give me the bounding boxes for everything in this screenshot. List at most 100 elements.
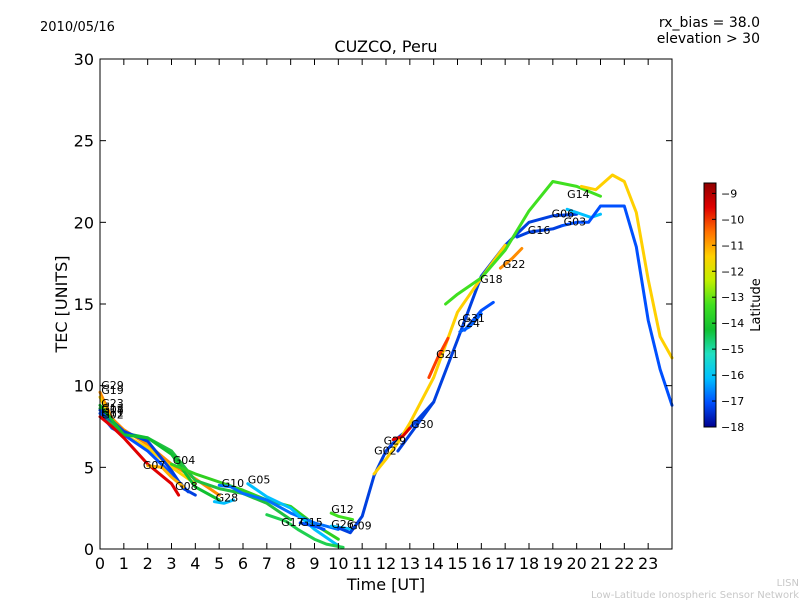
satellite-label: G06 <box>552 207 575 220</box>
series-g02-17 <box>372 243 507 476</box>
satellite-label: G12 <box>331 503 354 516</box>
series-g22-24 <box>498 247 524 270</box>
colorbar-tick-label: −15 <box>721 343 744 356</box>
satellite-label: G02 <box>374 444 397 457</box>
x-tick-label: 12 <box>376 554 396 573</box>
satellite-label: G15 <box>300 516 323 529</box>
footer-org-short: LISN <box>777 578 799 589</box>
x-tick-label: 15 <box>447 554 467 573</box>
x-tick-label: 10 <box>328 554 348 573</box>
satellite-label: G08 <box>175 480 198 493</box>
series-g12-14 <box>329 511 355 522</box>
series-g21-20 <box>427 336 450 379</box>
x-tick-label: 2 <box>143 554 153 573</box>
y-axis-label: TEC [UNITS] <box>52 256 71 354</box>
x-tick-label: 22 <box>614 554 634 573</box>
rx-bias-label: rx_bias = 38.0 <box>659 15 760 31</box>
y-tick-label: 25 <box>74 132 94 151</box>
satellite-label: G02 <box>101 408 124 421</box>
satellite-label: G22 <box>503 258 526 271</box>
satellite-label: G11 <box>101 407 124 420</box>
series-g09-16 <box>336 212 579 535</box>
satellite-label: G08 <box>101 403 124 416</box>
x-tick-label: 18 <box>519 554 539 573</box>
x-tick-label: 23 <box>638 554 658 573</box>
satellite-label: G14 <box>567 188 590 201</box>
satellite-label: G16 <box>528 224 551 237</box>
satellite-label: G23 <box>101 397 124 410</box>
satellite-label: G31 <box>462 312 485 325</box>
series-g11-5 <box>98 403 221 502</box>
y-tick-label: 5 <box>84 458 94 477</box>
satellite-label: G05 <box>248 474 271 487</box>
satellite-label: G21 <box>436 348 459 361</box>
satellite-label: G10 <box>222 477 245 490</box>
x-tick-label: 5 <box>214 554 224 573</box>
date-label: 2010/05/16 <box>40 20 115 35</box>
x-tick-label: 6 <box>238 554 248 573</box>
series-g29-18 <box>391 426 412 442</box>
satellite-label: G17 <box>281 516 304 529</box>
elevation-label: elevation > 30 <box>657 31 760 47</box>
colorbar-tick-label: −16 <box>721 369 744 382</box>
x-tick-label: 4 <box>190 554 200 573</box>
colorbar-ticks: −9 −10 −11 −12 −13 −14 −15 −16 −17 −18 <box>712 187 744 434</box>
x-tick-label: 0 <box>95 554 105 573</box>
x-tick-label: 13 <box>400 554 420 573</box>
satellite-label: G04 <box>173 454 196 467</box>
y-tick-label: 0 <box>84 540 94 559</box>
x-axis-ticks: 0 1 2 3 4 5 6 7 8 9 10 11 12 13 14 15 16 17 18 19 20 21 22 23 <box>95 59 658 573</box>
y-axis-ticks: 0 5 10 15 20 25 30 <box>74 50 672 559</box>
series-g18-23 <box>444 180 602 306</box>
satellite-label: G29 <box>101 379 124 392</box>
series-g02-6 <box>98 415 181 497</box>
colorbar-tick-label: −10 <box>721 213 744 226</box>
x-tick-label: 19 <box>543 554 563 573</box>
series-g15-13 <box>298 521 326 531</box>
series-g28-9 <box>212 498 235 505</box>
x-tick-label: 14 <box>423 554 443 573</box>
x-tick-label: 16 <box>471 554 491 573</box>
chart-title: CUZCO, Peru <box>334 37 437 56</box>
satellite-label: G26 <box>331 518 354 531</box>
footer-org-full: Low-Latitude Ionospheric Sensor Network <box>591 590 799 600</box>
colorbar-tick-label: −13 <box>721 291 744 304</box>
satellite-label: G28 <box>216 492 239 505</box>
x-axis-label: Time [UT] <box>346 575 425 594</box>
series-g17-12 <box>265 513 345 549</box>
series-g23-2 <box>98 407 293 522</box>
satellite-label: G09 <box>349 519 372 532</box>
satellite-label: G24 <box>458 317 481 330</box>
x-tick-label: 21 <box>590 554 610 573</box>
series-g07-7 <box>146 464 185 489</box>
series-g03-27 <box>560 204 674 407</box>
y-tick-label: 10 <box>74 377 94 396</box>
satellite-label: G30 <box>411 418 434 431</box>
colorbar-tick-label: −17 <box>721 395 744 408</box>
y-tick-label: 15 <box>74 295 94 314</box>
satellite-label: G13 <box>101 402 124 415</box>
colorbar-tick-label: −11 <box>721 239 744 252</box>
satellite-label: G03 <box>564 216 587 229</box>
x-tick-label: 9 <box>309 554 319 573</box>
satellite-label: G29 <box>384 435 407 448</box>
series-g14-28 <box>579 173 674 360</box>
series-g16-25 <box>515 224 564 239</box>
x-tick-label: 3 <box>166 554 176 573</box>
colorbar-tick-label: −14 <box>721 317 744 330</box>
colorbar-tick-label: −18 <box>721 421 744 434</box>
satellite-label: G07 <box>143 459 166 472</box>
x-tick-label: 8 <box>286 554 296 573</box>
colorbar-tick-label: −9 <box>721 187 737 200</box>
x-tick-label: 7 <box>262 554 272 573</box>
series-g24-22 <box>458 312 483 334</box>
satellite-label: G18 <box>480 273 503 286</box>
series-layer <box>98 173 674 549</box>
series-g26-15 <box>329 524 355 531</box>
colorbar <box>703 182 717 428</box>
colorbar-tick-label: −12 <box>721 265 744 278</box>
series-g05-11 <box>246 482 340 548</box>
colorbar-label: Latitude <box>749 278 764 332</box>
